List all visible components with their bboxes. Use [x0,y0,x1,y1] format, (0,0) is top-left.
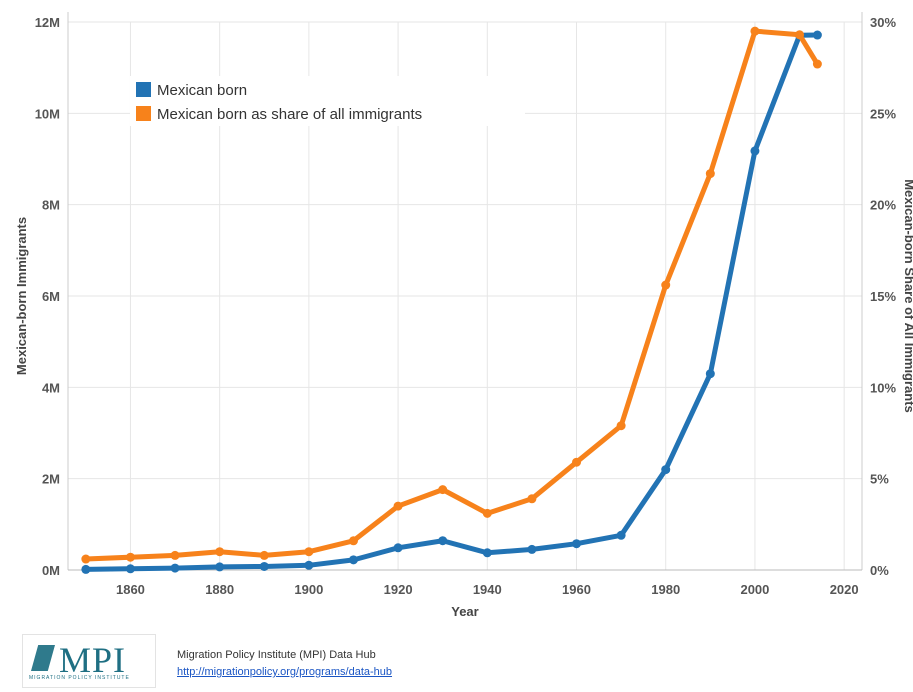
mpi-logo: MPI MIGRATION POLICY INSTITUTE [22,634,156,688]
legend-background [130,76,525,126]
data-point [215,547,225,557]
y-tick-label: 6M [42,289,60,304]
x-tick-label: 2020 [830,582,859,597]
legend-label: Mexican born [157,82,247,99]
chart: 0M 2M 4M 6M 8M 10M 12M 0% 5% 10% 15% 20% 25% 30% 1860 1… [14,12,913,619]
y-axis-title: Mexican-born Immigrants [14,217,29,375]
x-tick-label: 1960 [562,582,591,597]
logo-text: MPI [59,640,127,680]
logo-subtext: MIGRATION POLICY INSTITUTE [29,675,130,681]
y-tick-label: 2M [42,472,60,487]
axes: 0M 2M 4M 6M 8M 10M 12M 0% 5% 10% 15% 20% 25% 30% 1860 1… [14,12,913,619]
y2-tick-label: 20% [870,198,896,213]
data-point [438,485,448,495]
y2-tick-label: 15% [870,289,896,304]
y-tick-label: 4M [42,380,60,395]
x-tick-label: 1980 [651,582,680,597]
data-point [170,563,180,573]
data-point [348,536,358,546]
data-point [81,564,91,574]
y2-tick-label: 25% [870,106,896,121]
x-tick-label: 1900 [294,582,323,597]
series [81,26,822,574]
x-tick-label: 1920 [384,582,413,597]
source-link[interactable]: http://migrationpolicy.org/programs/data… [177,666,393,678]
y2-axis-title: Mexican-born Share of All Immigrants [902,179,913,413]
legend-swatch [136,106,151,121]
data-point [259,550,269,560]
y-tick-label: 0M [42,563,60,578]
series-line-2 [83,28,820,562]
data-point [705,169,715,179]
data-point [616,530,626,540]
data-point [482,508,492,518]
data-point [812,30,822,40]
data-point [393,501,403,511]
data-point [616,421,626,431]
data-point [705,369,715,379]
data-point [482,548,492,558]
data-point [215,562,225,572]
legend-label: Mexican born as share of all immigrants [157,106,422,123]
data-point [81,554,91,564]
legend-swatch [136,82,151,97]
x-tick-label: 2000 [740,582,769,597]
data-point [572,539,582,549]
x-axis-title: Year [451,604,478,619]
y2-tick-label: 10% [870,380,896,395]
footer: MPI MIGRATION POLICY INSTITUTE Migration… [22,634,622,692]
data-point [812,59,822,69]
x-tick-label: 1880 [205,582,234,597]
data-point [304,547,314,557]
y-tick-label: 12M [35,15,60,30]
y2-tick-label: 30% [870,15,896,30]
data-point [750,26,760,36]
data-point [527,544,537,554]
data-point [125,552,135,562]
data-point [393,543,403,553]
data-point [304,560,314,570]
data-point [170,550,180,560]
data-point [661,465,671,475]
data-point [259,561,269,571]
y-tick-label: 10M [35,106,60,121]
x-tick-label: 1940 [473,582,502,597]
series-line-1 [83,32,820,572]
data-point [527,494,537,504]
data-point [125,564,135,574]
legend: Mexican born Mexican born as share of all… [130,76,525,126]
data-point [661,280,671,290]
data-point [438,536,448,546]
data-point [348,555,358,565]
y2-tick-label: 0% [870,563,889,578]
data-point [750,146,760,156]
y2-tick-label: 5% [870,472,889,487]
data-point [795,30,805,40]
source-title: Migration Policy Institute (MPI) Data Hu… [177,649,376,661]
y-tick-label: 8M [42,198,60,213]
data-point [572,457,582,467]
logo-mark-icon [31,645,55,671]
x-tick-label: 1860 [116,582,145,597]
